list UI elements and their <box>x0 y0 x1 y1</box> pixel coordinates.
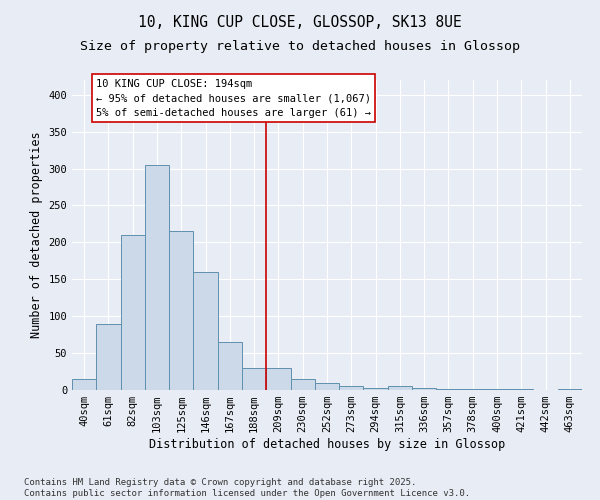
Bar <box>485 388 509 390</box>
Text: 10 KING CUP CLOSE: 194sqm
← 95% of detached houses are smaller (1,067)
5% of sem: 10 KING CUP CLOSE: 194sqm ← 95% of detac… <box>96 78 371 118</box>
Bar <box>145 165 169 390</box>
Bar <box>193 272 218 390</box>
Bar <box>315 382 339 390</box>
Bar <box>558 388 582 390</box>
Text: 10, KING CUP CLOSE, GLOSSOP, SK13 8UE: 10, KING CUP CLOSE, GLOSSOP, SK13 8UE <box>138 15 462 30</box>
Bar <box>412 388 436 390</box>
Bar <box>169 232 193 390</box>
Bar <box>388 386 412 390</box>
Y-axis label: Number of detached properties: Number of detached properties <box>30 132 43 338</box>
Text: Contains HM Land Registry data © Crown copyright and database right 2025.
Contai: Contains HM Land Registry data © Crown c… <box>24 478 470 498</box>
Bar <box>242 368 266 390</box>
Bar <box>364 388 388 390</box>
Bar <box>290 379 315 390</box>
X-axis label: Distribution of detached houses by size in Glossop: Distribution of detached houses by size … <box>149 438 505 451</box>
Text: Size of property relative to detached houses in Glossop: Size of property relative to detached ho… <box>80 40 520 53</box>
Bar <box>218 342 242 390</box>
Bar <box>72 379 96 390</box>
Bar <box>339 386 364 390</box>
Bar <box>121 235 145 390</box>
Bar <box>96 324 121 390</box>
Bar <box>266 368 290 390</box>
Bar <box>436 388 461 390</box>
